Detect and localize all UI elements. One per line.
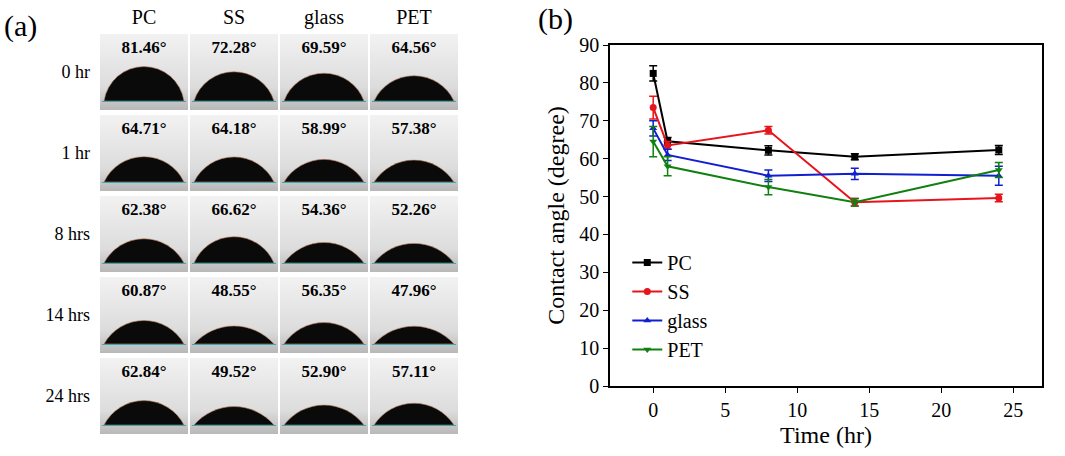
svg-text:40: 40	[579, 223, 599, 245]
svg-text:57.11°: 57.11°	[392, 362, 436, 381]
svg-text:48.55°: 48.55°	[211, 281, 256, 300]
svg-text:30: 30	[579, 261, 599, 283]
svg-text:8 hrs: 8 hrs	[55, 224, 91, 244]
svg-text:52.90°: 52.90°	[301, 362, 346, 381]
svg-text:PET: PET	[396, 6, 432, 28]
svg-text:14 hrs: 14 hrs	[46, 305, 91, 325]
svg-text:PET: PET	[667, 339, 703, 361]
svg-text:15: 15	[859, 399, 879, 421]
svg-text:62.38°: 62.38°	[121, 200, 166, 219]
svg-text:20: 20	[579, 299, 599, 321]
svg-text:60.87°: 60.87°	[121, 281, 166, 300]
svg-text:50: 50	[579, 186, 599, 208]
svg-text:62.84°: 62.84°	[121, 362, 166, 381]
html-text:(b): (b)	[538, 2, 573, 35]
svg-text:Time (hr): Time (hr)	[780, 422, 872, 448]
svg-text:69.59°: 69.59°	[301, 38, 346, 57]
svg-text:glass: glass	[667, 310, 707, 333]
svg-text:Contact angle (degree): Contact angle (degree)	[543, 106, 569, 325]
svg-text:10: 10	[579, 337, 599, 359]
svg-text:52.26°: 52.26°	[391, 200, 436, 219]
svg-text:0 hr: 0 hr	[62, 62, 91, 82]
svg-text:64.56°: 64.56°	[391, 38, 436, 57]
svg-text:64.18°: 64.18°	[211, 119, 256, 138]
svg-text:glass: glass	[304, 6, 344, 29]
svg-text:20: 20	[931, 399, 951, 421]
svg-text:0: 0	[589, 375, 599, 397]
svg-text:PC: PC	[132, 6, 156, 28]
svg-text:PC: PC	[667, 252, 691, 274]
svg-text:SS: SS	[223, 6, 245, 28]
svg-text:SS: SS	[667, 281, 689, 303]
svg-text:60: 60	[579, 148, 599, 170]
svg-text:64.71°: 64.71°	[121, 119, 166, 138]
svg-text:70: 70	[579, 110, 599, 132]
svg-text:1 hr: 1 hr	[62, 143, 91, 163]
svg-text:56.35°: 56.35°	[301, 281, 346, 300]
svg-text:0: 0	[648, 399, 658, 421]
svg-text:24 hrs: 24 hrs	[46, 386, 91, 406]
svg-text:54.36°: 54.36°	[301, 200, 346, 219]
svg-text:80: 80	[579, 72, 599, 94]
svg-text:58.99°: 58.99°	[301, 119, 346, 138]
svg-text:49.52°: 49.52°	[211, 362, 256, 381]
svg-text:(a): (a)	[4, 9, 37, 43]
svg-text:90: 90	[579, 34, 599, 56]
svg-text:72.28°: 72.28°	[211, 38, 256, 57]
svg-text:66.62°: 66.62°	[211, 200, 256, 219]
svg-text:10: 10	[787, 399, 807, 421]
svg-text:81.46°: 81.46°	[121, 38, 166, 57]
svg-text:25: 25	[1003, 399, 1023, 421]
svg-text:57.38°: 57.38°	[391, 119, 436, 138]
svg-text:47.96°: 47.96°	[391, 281, 436, 300]
svg-text:5: 5	[720, 399, 730, 421]
